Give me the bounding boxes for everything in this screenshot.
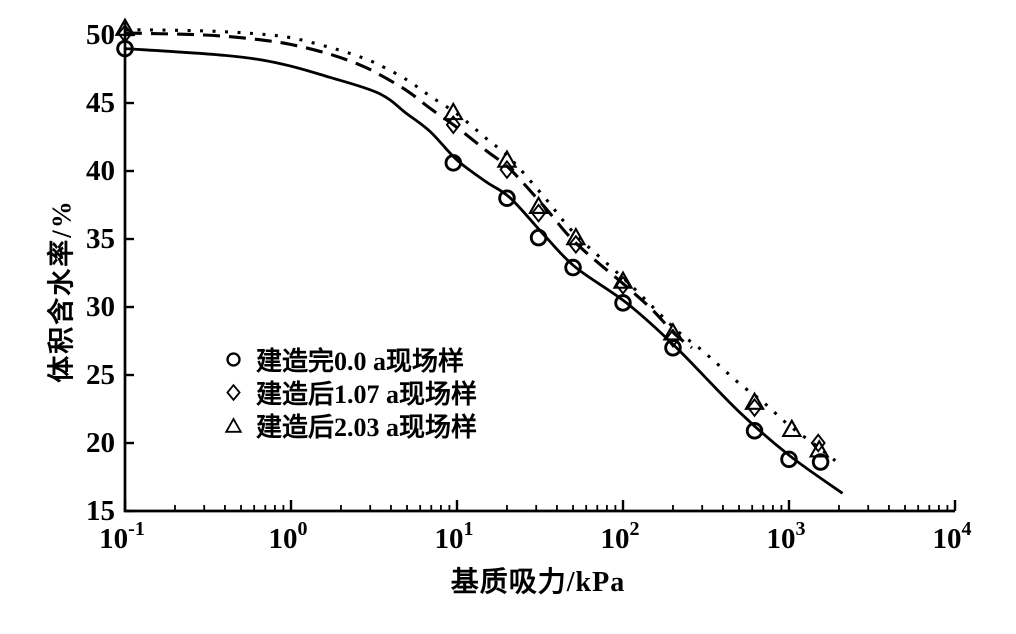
triangle-marker-icon (222, 416, 244, 435)
legend-label: 建造完0.0 a现场样 (256, 347, 465, 376)
series-markers-circle (116, 39, 830, 471)
x-axis-title: 基质吸力/kPa (450, 567, 626, 598)
x-tick-label: 102 (601, 518, 640, 555)
y-tick-label: 25 (86, 359, 115, 391)
y-tick-label: 40 (86, 155, 115, 187)
legend-item-0: 建造完0.0 a现场样 (222, 343, 477, 376)
fit-curve-dashed (124, 31, 693, 350)
x-axis-minor-ticks (174, 505, 949, 511)
y-axis-title: 体积含水率/% (46, 199, 77, 383)
x-tick-label: 104 (933, 518, 972, 555)
series-markers-triangle (114, 17, 830, 458)
x-axis-ticks: 10-1 100 101 102 103 104 (99, 500, 972, 555)
legend-item-1: 建造后1.07 a现场样 (222, 376, 477, 409)
fit-curve-solid (124, 47, 844, 495)
y-tick-label: 35 (86, 223, 115, 255)
legend: 建造完0.0 a现场样 建造后1.07 a现场样 建造后2.03 a现场样 (222, 343, 477, 442)
legend-item-2: 建造后2.03 a现场样 (222, 409, 477, 442)
y-tick-label: 15 (86, 495, 115, 527)
x-tick-label: 101 (435, 518, 474, 555)
x-tick-label: 100 (269, 518, 308, 555)
x-tick-label: 103 (767, 518, 806, 555)
y-tick-label: 50 (86, 19, 115, 51)
y-tick-label: 45 (86, 87, 115, 119)
y-axis-ticks: 15 20 25 30 35 40 45 50 (86, 19, 134, 527)
x-tick-label: 10-1 (99, 518, 145, 555)
legend-label: 建造后1.07 a现场样 (256, 380, 478, 409)
legend-label: 建造后2.03 a现场样 (256, 413, 478, 442)
circle-marker-icon (222, 350, 244, 369)
y-tick-label: 30 (86, 291, 115, 323)
y-tick-label: 20 (86, 427, 115, 459)
diamond-marker-icon (222, 383, 244, 402)
